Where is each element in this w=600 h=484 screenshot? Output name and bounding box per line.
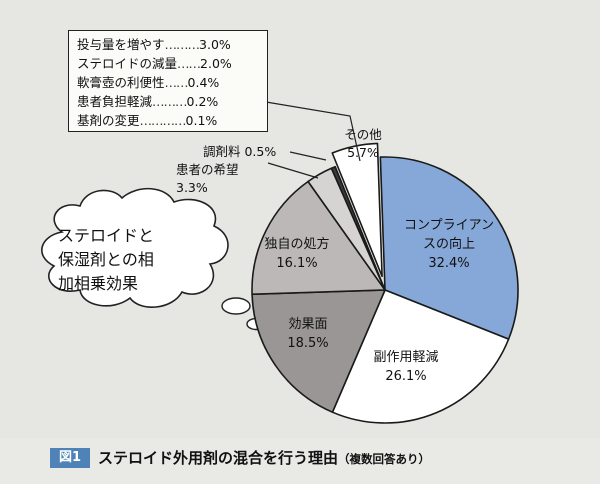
legend-value: 2.0% <box>200 56 232 71</box>
legend-row: 基剤の変更…………0.1% <box>77 111 217 130</box>
legend-dots: …… <box>177 56 201 71</box>
legend-value: 0.4% <box>187 75 220 90</box>
figure-subtitle: （複数回答あり） <box>338 452 431 466</box>
pie-slice <box>331 289 510 424</box>
legend-value: 0.1% <box>185 113 218 128</box>
legend-label: 軟膏壺の利便性 <box>77 75 165 90</box>
legend-dots: ……… <box>152 94 187 109</box>
legend-row: 投与量を増やす………3.0% <box>77 35 231 54</box>
label-side-effect: 副作用軽減 26.1% <box>373 350 439 384</box>
legend-row: ステロイドの減量……2.0% <box>77 54 232 73</box>
legend-row: 軟膏壺の利便性……0.4% <box>77 73 219 92</box>
pie-slice <box>331 142 383 278</box>
label-other: その他 5.7% <box>344 127 382 160</box>
leader-lines <box>265 101 361 179</box>
legend-dots: ……… <box>164 37 200 52</box>
legend-dots: ………… <box>139 113 187 128</box>
legend-label: 投与量を増やす <box>77 37 165 52</box>
figure-title-text: ステロイド外用剤の混合を行う理由 <box>98 449 339 467</box>
label-patient-request: 患者の希望 3.3% <box>176 162 239 195</box>
pie-slice <box>379 156 519 340</box>
label-compliance: コンプライアン スの向上 32.4% <box>403 218 495 271</box>
legend-value: 3.0% <box>199 37 231 52</box>
pie-slice <box>251 289 386 413</box>
label-original: 独自の処方 16.1% <box>264 237 330 271</box>
label-dispensing-fee: 調剤料 0.5% <box>203 144 277 159</box>
pie-slice <box>251 180 386 296</box>
other-breakdown-legend: 投与量を増やす………3.0% ステロイドの減量……2.0% 軟膏壺の利便性……0… <box>68 30 268 132</box>
figure-number-badge: 図1 <box>50 448 90 468</box>
pie-slice <box>330 165 386 291</box>
legend-label: 基剤の変更 <box>77 113 140 128</box>
caption-bar <box>0 438 600 484</box>
legend-label: ステロイドの減量 <box>77 56 178 71</box>
legend-row: 患者負担軽減………0.2% <box>77 92 218 111</box>
legend-value: 0.2% <box>186 94 219 109</box>
legend-dots: …… <box>164 75 189 90</box>
label-effect: 効果面 18.5% <box>287 317 329 351</box>
note-bubble-text: ステロイドと 保湿剤との相 加相乗効果 <box>58 226 155 293</box>
legend-label: 患者負担軽減 <box>77 94 153 109</box>
figure-title: ステロイド外用剤の混合を行う理由（複数回答あり） <box>98 447 430 468</box>
